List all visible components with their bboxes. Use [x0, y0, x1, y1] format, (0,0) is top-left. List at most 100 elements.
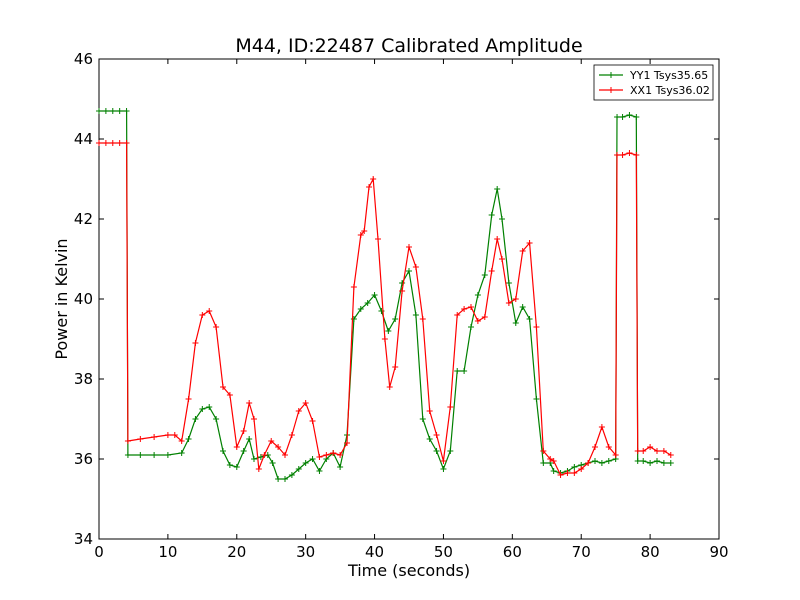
- data-point: [614, 152, 621, 158]
- data-point: [164, 432, 171, 438]
- data-point: [192, 416, 199, 422]
- data-point: [660, 460, 667, 466]
- data-point: [454, 368, 461, 374]
- x-tick-label: 60: [503, 543, 522, 561]
- data-point: [585, 460, 592, 466]
- data-point: [268, 438, 275, 444]
- data-point: [233, 444, 240, 450]
- data-point: [419, 416, 426, 422]
- data-point: [288, 432, 295, 438]
- data-point: [109, 140, 116, 146]
- data-point: [178, 450, 185, 456]
- data-point: [440, 458, 447, 464]
- data-point: [505, 280, 512, 286]
- data-point: [481, 314, 488, 320]
- x-tick-label: 40: [365, 543, 384, 561]
- data-point: [605, 444, 612, 450]
- data-point: [406, 268, 412, 274]
- data-point: [123, 140, 130, 146]
- data-point: [295, 466, 302, 472]
- data-point: [419, 316, 426, 322]
- data-point: [344, 440, 350, 446]
- data-point: [474, 292, 481, 298]
- x-tick-label: 10: [158, 543, 177, 561]
- y-tick-label: 34: [74, 530, 93, 548]
- data-point: [605, 458, 612, 464]
- data-point: [185, 396, 192, 402]
- data-point: [199, 406, 206, 412]
- x-tick-label: 20: [227, 543, 246, 561]
- data-point: [667, 460, 674, 466]
- data-point: [96, 140, 102, 146]
- data-point: [474, 318, 481, 324]
- chart-title: M44, ID:22487 Calibrated Amplitude: [235, 35, 582, 57]
- data-point: [206, 404, 213, 410]
- data-point: [124, 452, 131, 458]
- data-point: [564, 470, 571, 476]
- data-point: [640, 448, 647, 454]
- data-point: [440, 466, 447, 472]
- data-point: [251, 416, 257, 422]
- data-point: [164, 452, 171, 458]
- data-point: [309, 456, 316, 462]
- data-point: [614, 114, 621, 120]
- data-point: [412, 312, 419, 318]
- legend-box: [593, 64, 714, 101]
- y-tick-label: 44: [74, 130, 93, 148]
- data-point: [494, 236, 501, 242]
- data-point: [220, 384, 226, 390]
- data-point: [96, 108, 102, 114]
- y-axis-label: Power in Kelvin: [52, 238, 71, 359]
- data-point: [330, 450, 337, 456]
- data-point: [533, 324, 540, 330]
- legend-entry: YY1 Tsys35.65: [599, 69, 708, 82]
- data-point: [647, 460, 654, 466]
- data-point: [433, 432, 440, 438]
- data-point: [406, 244, 412, 250]
- data-point: [654, 458, 660, 464]
- data-point: [213, 324, 220, 330]
- data-point: [361, 228, 368, 234]
- data-point: [199, 312, 206, 318]
- data-point: [547, 456, 554, 462]
- x-axis-ticks: 0 10 20 30 40 50 60 70 80 90: [94, 59, 729, 561]
- data-point: [137, 436, 144, 442]
- data-point: [647, 444, 654, 450]
- data-point: [481, 272, 488, 278]
- data-point: [499, 216, 505, 222]
- data-point: [309, 418, 316, 424]
- data-point: [557, 472, 564, 478]
- data-point: [337, 464, 344, 470]
- data-point: [246, 400, 253, 406]
- data-point: [151, 434, 158, 440]
- data-point: [226, 462, 233, 468]
- data-point: [633, 114, 640, 120]
- data-point: [512, 296, 519, 302]
- legend-entry: XX1 Tsys36.02: [599, 84, 710, 97]
- data-point: [619, 152, 626, 158]
- data-point: [102, 108, 109, 114]
- data-point: [578, 466, 585, 472]
- data-point: [302, 460, 309, 466]
- y-axis-ticks: 34 36 38 40 42 44 46: [74, 50, 719, 548]
- data-point: [302, 400, 309, 406]
- x-tick-label: 0: [94, 543, 104, 561]
- data-point: [275, 444, 282, 450]
- data-point: [220, 448, 226, 454]
- data-point: [185, 436, 192, 442]
- series-layer: [96, 108, 674, 482]
- legend-label: XX1 Tsys36.02: [630, 84, 710, 97]
- data-point: [533, 396, 540, 402]
- data-point: [323, 452, 330, 458]
- data-point: [592, 458, 598, 464]
- y-tick-label: 42: [74, 210, 93, 228]
- data-point: [269, 460, 276, 466]
- data-point: [592, 444, 598, 450]
- data-point: [375, 236, 381, 242]
- data-point: [550, 468, 557, 474]
- data-point: [251, 456, 257, 462]
- data-point: [540, 448, 547, 454]
- data-point: [392, 316, 399, 322]
- series-2: [96, 140, 674, 478]
